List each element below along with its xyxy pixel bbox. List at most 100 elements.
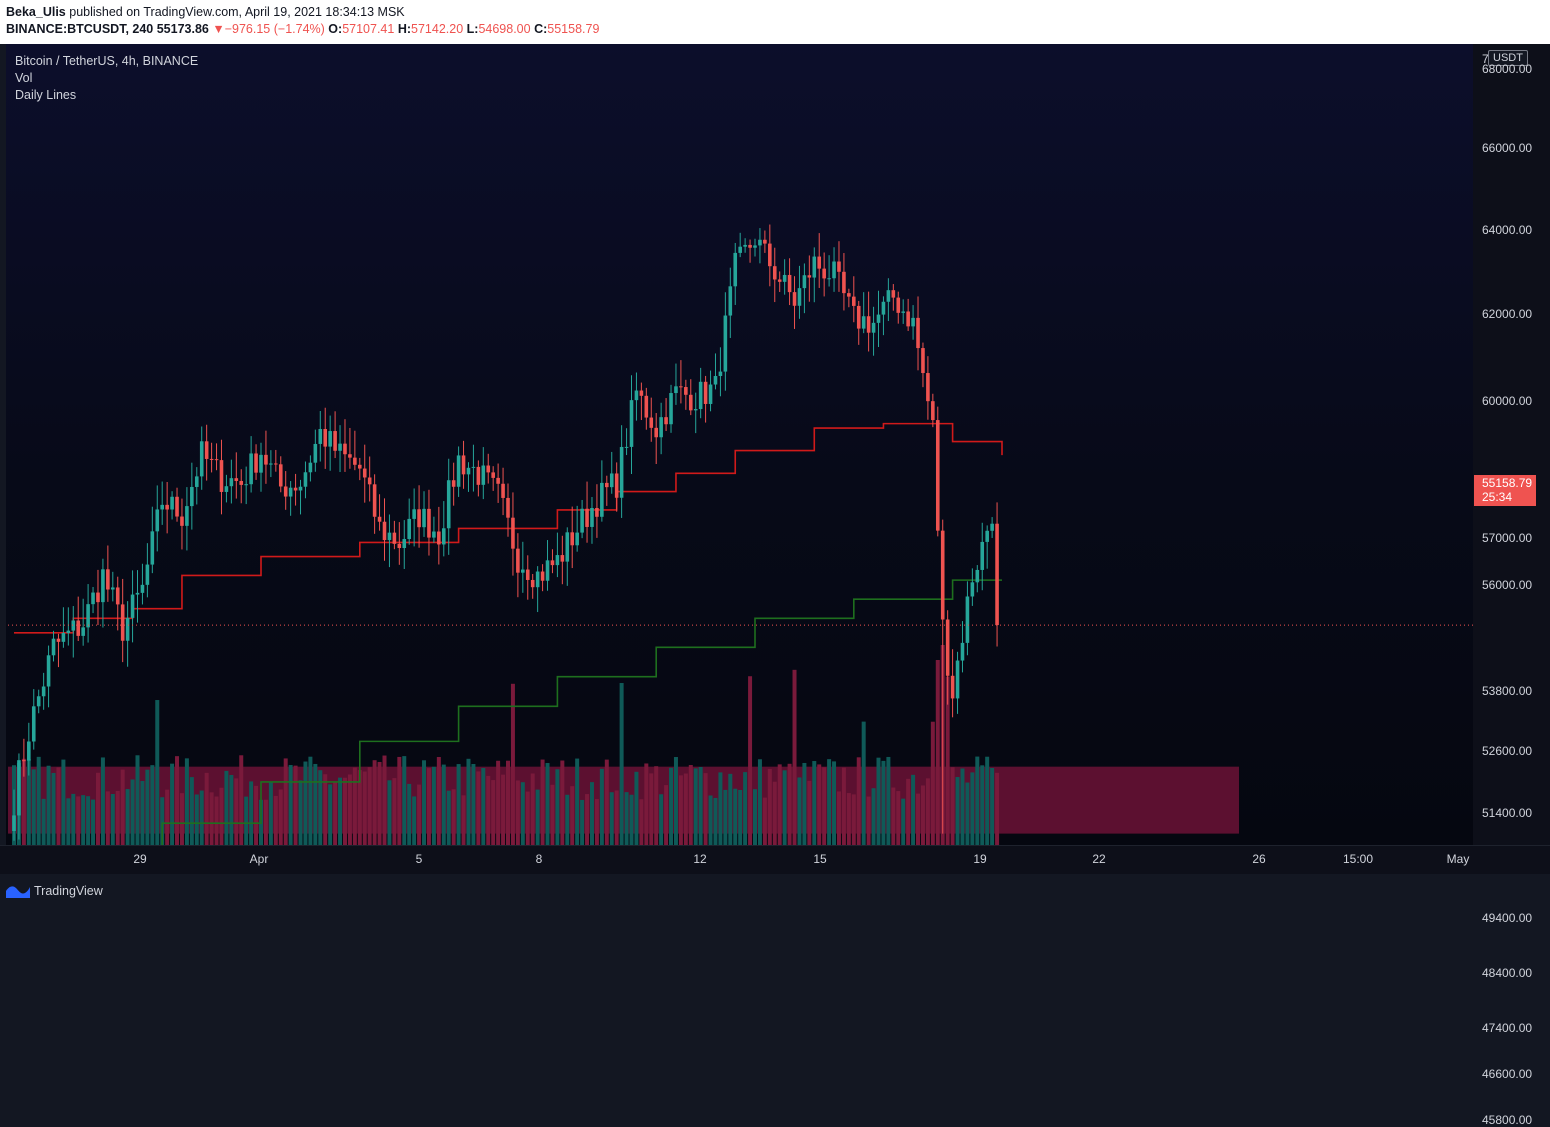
volume-bar (609, 792, 614, 845)
volume-bar (91, 799, 96, 845)
volume-bar (506, 760, 510, 845)
high-value: 57142.20 (411, 22, 464, 36)
legend-daily-lines[interactable]: Daily Lines (15, 88, 77, 102)
candle (170, 496, 174, 510)
y-tick-label: 66000.00 (1482, 140, 1533, 155)
volume-bar (787, 763, 792, 845)
candle (768, 243, 772, 267)
chart-pane[interactable] (6, 44, 1473, 845)
candle (313, 443, 318, 463)
volume-bar (748, 676, 753, 845)
candle (27, 741, 31, 761)
volume-bar (876, 757, 881, 845)
candle (664, 417, 668, 425)
candle (802, 275, 807, 289)
volume-bar (431, 766, 436, 845)
price-axis[interactable] (1473, 44, 1550, 845)
candle (580, 508, 584, 533)
candle (975, 569, 980, 583)
brand-name[interactable]: TradingView (34, 884, 103, 898)
candle (649, 417, 654, 428)
candle (516, 548, 520, 573)
volume-bar (254, 785, 259, 845)
volume-bar (762, 797, 767, 845)
candle (540, 571, 545, 581)
author-name[interactable]: Beka_Ulis (6, 5, 66, 19)
volume-bar (21, 758, 26, 845)
volume-bar (728, 773, 733, 845)
candle (303, 472, 308, 487)
candle (856, 305, 861, 329)
last-price-label: 55158.79 25:34 (1474, 475, 1536, 506)
volume-bar (130, 779, 135, 845)
candle (17, 760, 21, 816)
candle (288, 487, 293, 497)
candle (950, 675, 955, 699)
candle (115, 587, 120, 605)
candle (229, 478, 234, 487)
candle (545, 560, 550, 581)
tradingview-logo-icon[interactable] (6, 884, 30, 898)
candle (916, 317, 920, 349)
volume-bar (673, 757, 678, 845)
candle (254, 453, 258, 473)
candle (86, 604, 90, 628)
candle (333, 431, 337, 451)
candle (985, 530, 989, 542)
close-value: 55158.79 (547, 22, 600, 36)
symbol-label: BINANCE:BTCUSDT, 240 (6, 22, 154, 36)
candle (501, 483, 505, 498)
volume-bar (441, 764, 446, 845)
candle (194, 476, 199, 487)
volume-bar (822, 767, 827, 845)
volume-bar (377, 761, 382, 845)
volume-layer (12, 645, 1000, 845)
candle (723, 315, 728, 372)
daily-line-green (14, 579, 1002, 877)
time-axis[interactable] (0, 845, 1550, 874)
volume-bar (105, 791, 110, 845)
volume-bar (753, 789, 757, 845)
candle (955, 660, 960, 699)
volume-bar (683, 773, 688, 845)
candle (550, 560, 555, 566)
volume-bar (451, 789, 456, 845)
volume-bar (535, 789, 540, 845)
candle (763, 239, 767, 244)
volume-bar (851, 794, 856, 845)
candle (293, 487, 298, 491)
volume-bar (392, 778, 397, 845)
volume-bar (347, 774, 352, 845)
chart-legend: Bitcoin / TetherUS, 4h, BINANCE Vol Dail… (15, 53, 198, 104)
volume-bar (703, 773, 708, 845)
candle (249, 453, 253, 485)
volume-bar (525, 791, 530, 845)
candle (748, 244, 752, 248)
candle (204, 441, 209, 459)
volume-bar (871, 788, 876, 845)
candle (585, 508, 589, 527)
candle (441, 528, 446, 545)
candle (935, 420, 940, 531)
legend-volume[interactable]: Vol (15, 71, 33, 85)
y-tick-top-partial: 7 (1482, 52, 1489, 66)
candle (214, 459, 219, 461)
volume-bar (901, 798, 906, 845)
candle (22, 760, 26, 762)
volume-bar (407, 783, 412, 845)
y-tick-label: 45800.00 (1482, 1112, 1533, 1127)
volume-bar (718, 772, 723, 845)
low-value: 54698.00 (478, 22, 531, 36)
volume-bar (634, 771, 639, 845)
candle (713, 376, 718, 385)
candle (595, 507, 599, 517)
candle (852, 296, 856, 306)
candle (753, 245, 757, 248)
legend-symbol-title[interactable]: Bitcoin / TetherUS, 4h, BINANCE (15, 54, 199, 68)
volume-bar (372, 760, 377, 845)
currency-badge[interactable]: USDT (1488, 50, 1528, 66)
volume-bar (797, 777, 802, 845)
volume-bar (619, 683, 624, 845)
candle (36, 696, 41, 707)
candle (224, 486, 229, 492)
